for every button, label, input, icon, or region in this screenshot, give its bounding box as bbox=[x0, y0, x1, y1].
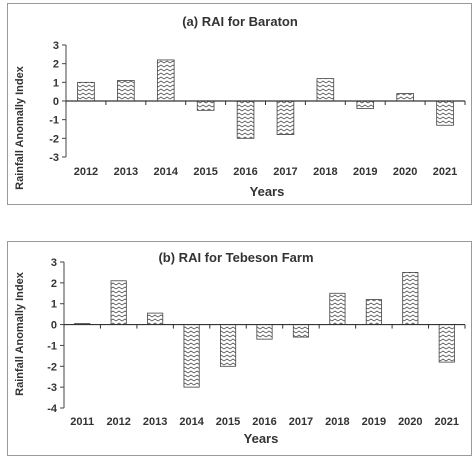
x-tick-label: 2016 bbox=[233, 166, 257, 178]
bar-2020 bbox=[396, 93, 414, 102]
x-tick-label: 2013 bbox=[143, 416, 167, 428]
x-tick-label: 2012 bbox=[74, 166, 98, 178]
bar-2012 bbox=[77, 81, 95, 102]
x-tick-label: 2015 bbox=[193, 166, 217, 178]
bar-2014 bbox=[183, 324, 200, 388]
bar-2013 bbox=[117, 80, 135, 102]
chart-title: (b) RAI for Tebeson Farm bbox=[158, 250, 313, 265]
x-axis-label: Years bbox=[244, 431, 279, 446]
y-tick-label: -1 bbox=[49, 115, 59, 127]
x-tick-label: 2019 bbox=[353, 166, 377, 178]
x-tick-label: 2014 bbox=[154, 166, 179, 178]
x-tick-label: 2017 bbox=[289, 416, 313, 428]
chart-tebeson-farm: (b) RAI for Tebeson Farm Rainfall Anomal… bbox=[14, 250, 466, 446]
chart-title: (a) RAI for Baraton bbox=[182, 14, 298, 29]
bar-2015 bbox=[219, 324, 237, 367]
y-tick-label: 1 bbox=[53, 77, 59, 89]
chart-baraton: (a) RAI for Baraton Rainfall Anomally In… bbox=[14, 14, 466, 199]
x-tick-label: 2017 bbox=[273, 166, 297, 178]
bar-2016 bbox=[236, 100, 255, 139]
x-tick-label: 2018 bbox=[325, 416, 349, 428]
y-tick-label: -1 bbox=[47, 340, 57, 352]
y-tick-label: 2 bbox=[53, 59, 59, 71]
bar-2021 bbox=[436, 100, 454, 126]
bar-2018 bbox=[316, 78, 335, 102]
bar-2018 bbox=[329, 292, 346, 325]
chart-panel-tebeson-farm: (b) RAI for Tebeson Farm Rainfall Anomal… bbox=[7, 241, 472, 456]
x-tick-label: 2021 bbox=[435, 416, 459, 428]
y-tick-label: -3 bbox=[49, 152, 59, 164]
x-tick-label: 2011 bbox=[70, 416, 94, 428]
x-tick-label: 2020 bbox=[393, 166, 417, 178]
x-tick-label: 2015 bbox=[216, 416, 240, 428]
y-tick-label: 3 bbox=[51, 257, 57, 269]
bar-2014 bbox=[156, 59, 175, 102]
x-tick-label: 2013 bbox=[114, 166, 138, 178]
bar-2015 bbox=[196, 100, 215, 111]
y-axis-label: Rainfall Anomally Index bbox=[14, 271, 26, 396]
x-tick-label: 2018 bbox=[313, 166, 337, 178]
x-tick-label: 2016 bbox=[252, 416, 276, 428]
y-tick-label: 0 bbox=[51, 320, 57, 332]
x-tick-label: 2020 bbox=[398, 416, 422, 428]
bar-2019 bbox=[356, 100, 375, 109]
y-axis-label: Rainfall Anomally Index bbox=[14, 65, 26, 190]
y-tick-label: 2 bbox=[51, 278, 57, 290]
bar-2017 bbox=[292, 324, 310, 338]
x-tick-label: 2012 bbox=[106, 416, 130, 428]
bar-2012 bbox=[110, 280, 127, 325]
bar-2013 bbox=[147, 312, 164, 325]
y-tick-label: -4 bbox=[47, 403, 58, 415]
y-tick-label: 1 bbox=[51, 299, 57, 311]
chart-panel-baraton: (a) RAI for Baraton Rainfall Anomally In… bbox=[7, 3, 472, 205]
y-tick-label: -3 bbox=[47, 382, 57, 394]
x-tick-label: 2021 bbox=[433, 166, 457, 178]
bar-2016 bbox=[256, 324, 273, 340]
y-tick-label: -2 bbox=[49, 133, 59, 145]
bar-2017 bbox=[276, 100, 295, 135]
x-tick-label: 2014 bbox=[179, 416, 204, 428]
bar-2019 bbox=[365, 299, 382, 325]
bar-2020 bbox=[402, 272, 419, 325]
bar-2021 bbox=[438, 324, 455, 363]
x-tick-label: 2019 bbox=[362, 416, 386, 428]
y-tick-label: 0 bbox=[53, 96, 59, 108]
x-axis-label: Years bbox=[250, 184, 285, 199]
y-tick-label: 3 bbox=[53, 40, 59, 52]
y-tick-label: -2 bbox=[47, 361, 57, 373]
